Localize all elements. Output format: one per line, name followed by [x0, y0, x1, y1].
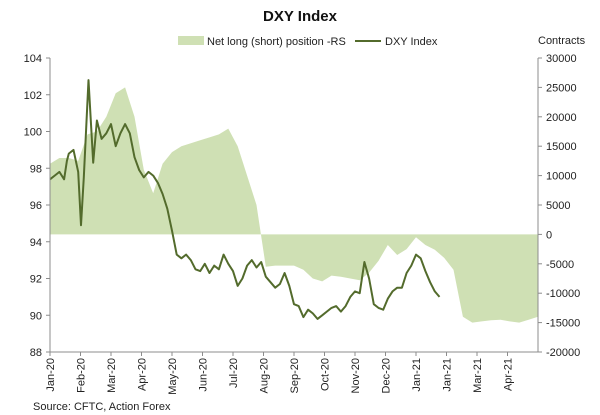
right-tick-label: 10000	[546, 171, 577, 183]
x-tick-label: Jan-21	[442, 358, 454, 392]
chart-title: DXY Index	[263, 8, 338, 25]
x-tick-label: Feb-20	[76, 358, 88, 393]
x-tick-label: Nov-20	[350, 358, 362, 393]
x-tick-label: Dec-20	[381, 358, 393, 393]
plot-area	[49, 79, 538, 323]
left-tick-label: 94	[30, 237, 42, 249]
x-tick-label: Mar-21	[472, 358, 484, 393]
x-tick-label: Oct-20	[320, 358, 332, 391]
dxy-line	[49, 79, 441, 320]
left-tick-label: 100	[24, 127, 42, 139]
right-tick-label: -20000	[546, 347, 580, 359]
x-tick-label: Jan-20	[45, 358, 57, 392]
right-axis: -20000 -15000 -10000 -5000 0 5000 10000 15000 20…	[537, 53, 580, 359]
left-tick-label: 102	[24, 90, 42, 102]
x-tick-label: Jun-20	[198, 358, 210, 392]
legend-area-label: Net long (short) position -RS	[207, 36, 346, 48]
x-tick-label: Apr-20	[137, 358, 149, 391]
left-tick-label: 104	[24, 53, 42, 65]
legend-line-label: DXY Index	[385, 36, 438, 48]
left-axis: 88 90 92 94 96 98 100 102 104	[24, 53, 51, 359]
right-tick-label: 30000	[546, 53, 577, 65]
x-tick-label: Jan-21	[411, 358, 423, 392]
legend-area-swatch	[178, 36, 204, 45]
right-tick-label: -10000	[546, 288, 580, 300]
net-position-area	[50, 87, 538, 323]
x-tick-label: Apr-21	[503, 358, 515, 391]
legend: Net long (short) position -RS DXY Index	[178, 36, 438, 48]
x-axis: Jan-20 Feb-20 Mar-20 Apr-20 May-20 Jun-20 Jul-…	[45, 351, 538, 395]
right-tick-label: 25000	[546, 82, 577, 94]
left-tick-label: 90	[30, 310, 42, 322]
right-tick-label: -5000	[546, 259, 574, 271]
left-tick-label: 96	[30, 200, 42, 212]
x-tick-label: Jul-20	[228, 358, 240, 388]
left-tick-label: 98	[30, 163, 42, 175]
left-tick-label: 92	[30, 274, 42, 286]
x-tick-label: Sep-20	[289, 358, 301, 393]
left-tick-label: 88	[30, 347, 42, 359]
right-tick-label: 15000	[546, 141, 577, 153]
right-axis-title: Contracts	[538, 35, 586, 47]
x-tick-label: Aug-20	[259, 358, 271, 393]
right-tick-label: 5000	[546, 200, 570, 212]
right-tick-label: 20000	[546, 112, 577, 124]
right-tick-label: -15000	[546, 318, 580, 330]
x-tick-label: May-20	[167, 358, 179, 395]
right-tick-label: 0	[546, 229, 552, 241]
source-note: Source: CFTC, Action Forex	[33, 401, 171, 413]
x-tick-label: Mar-20	[106, 358, 118, 393]
